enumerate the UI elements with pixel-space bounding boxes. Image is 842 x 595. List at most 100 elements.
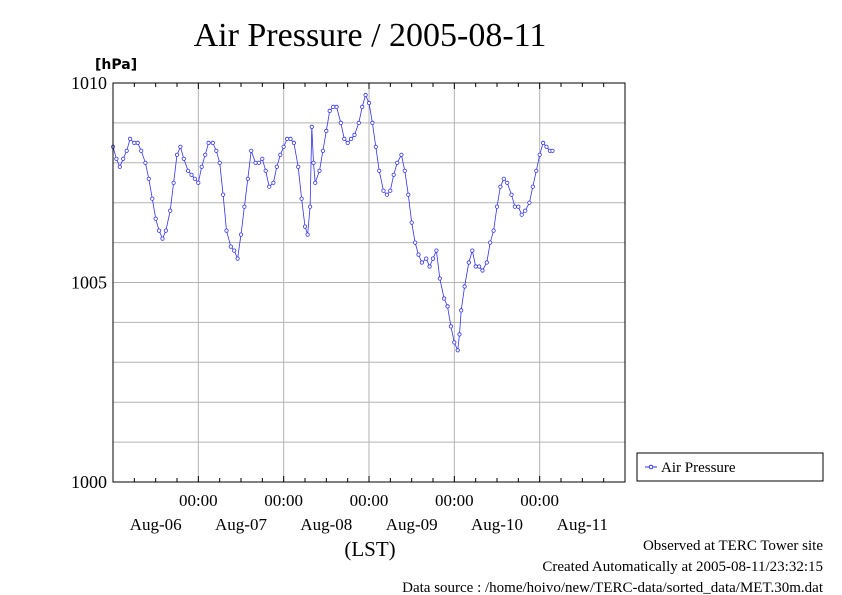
data-point: [348, 136, 354, 141]
data-point: [501, 176, 506, 181]
data-point: [430, 256, 436, 261]
data-point: [260, 156, 265, 161]
data-point: [406, 192, 411, 197]
data-point: [419, 260, 424, 265]
data-point: [263, 168, 268, 173]
x-tick-label: 00:00: [435, 491, 474, 510]
data-point: [476, 264, 482, 269]
data-point: [516, 204, 521, 209]
data-point: [139, 148, 144, 153]
data-point: [434, 248, 439, 253]
y-tick-label: 1000: [71, 472, 107, 492]
day-label: Aug-09: [386, 515, 438, 534]
data-point: [242, 204, 247, 209]
y-tick-labels: 1000 1005 1010: [71, 73, 107, 492]
grid: [113, 83, 625, 482]
data-point: [128, 136, 133, 141]
data-point: [445, 304, 450, 309]
data-point: [309, 124, 314, 130]
data-point: [317, 168, 322, 173]
data-point: [412, 240, 418, 245]
data-point: [402, 168, 407, 173]
x-axis-label: (LST): [344, 537, 395, 561]
data-point: [416, 252, 421, 257]
data-point: [324, 128, 329, 133]
data-point: [395, 160, 400, 165]
data-point: [544, 144, 549, 149]
data-point: [466, 260, 471, 265]
data-point: [360, 104, 365, 110]
data-point: [281, 144, 286, 149]
data-point: [437, 276, 442, 281]
data-point: [307, 204, 313, 209]
data-point: [399, 152, 404, 157]
data-point: [132, 140, 137, 145]
data-point: [391, 172, 396, 177]
data-point: [114, 156, 119, 161]
legend-label-air-pressure: Air Pressure: [661, 460, 736, 476]
data-point: [530, 184, 535, 189]
data-point: [238, 232, 244, 237]
data-point: [228, 244, 233, 249]
data-point: [267, 184, 272, 189]
data-point: [302, 224, 308, 229]
x-tick-label: 00:00: [179, 491, 218, 510]
data-point: [296, 164, 301, 169]
data-point: [311, 160, 316, 165]
data-point: [150, 196, 155, 201]
data-point: [217, 160, 222, 165]
data-point: [327, 108, 332, 114]
day-label: Aug-11: [557, 515, 608, 534]
footer-site: Observed at TERC Tower site: [643, 538, 823, 554]
footer-created: Created Automatically at 2005-08-11/23:3…: [542, 559, 823, 575]
data-point: [455, 348, 460, 353]
legend-swatch-marker: [648, 464, 654, 470]
data-point: [174, 152, 180, 157]
data-point: [186, 168, 191, 173]
day-label: Aug-06: [130, 515, 182, 534]
data-point: [124, 148, 129, 153]
day-label: Aug-08: [300, 515, 352, 534]
data-point: [519, 212, 524, 217]
data-point: [424, 256, 429, 261]
data-point: [363, 92, 368, 98]
series-air-pressure: [110, 92, 555, 353]
x-tick-label: 00:00: [350, 491, 389, 510]
data-point: [163, 228, 168, 233]
data-point: [284, 136, 290, 141]
day-label: Aug-07: [215, 515, 267, 534]
data-point: [523, 208, 528, 213]
data-point: [256, 160, 261, 165]
x-tick-labels: 00:00 00:00 00:00 00:00 00:00: [179, 491, 559, 510]
data-point: [505, 180, 510, 185]
data-point: [224, 228, 229, 233]
data-point: [153, 216, 158, 221]
day-label: Aug-10: [471, 515, 523, 534]
data-point: [512, 204, 518, 209]
data-point: [271, 180, 276, 185]
series-line: [112, 93, 553, 352]
data-point: [550, 148, 555, 153]
data-point: [509, 192, 514, 197]
data-point: [245, 176, 250, 181]
data-point: [210, 140, 215, 145]
data-point: [381, 188, 386, 193]
data-point: [253, 160, 258, 165]
data-point: [178, 144, 183, 149]
data-point: [189, 172, 194, 177]
data-point: [181, 156, 186, 161]
data-point: [320, 148, 325, 153]
data-point: [206, 140, 211, 145]
chart-title: Air Pressure / 2005-08-11: [194, 17, 547, 54]
data-point: [192, 176, 197, 181]
plot-frame: [112, 82, 626, 483]
data-point: [168, 208, 173, 213]
data-point: [146, 176, 151, 181]
data-point: [305, 232, 310, 237]
x-tick-label: 00:00: [520, 491, 559, 510]
data-point: [160, 236, 165, 241]
data-point: [409, 220, 414, 225]
data-point: [540, 140, 546, 145]
data-point: [291, 140, 296, 145]
data-point: [203, 152, 208, 157]
